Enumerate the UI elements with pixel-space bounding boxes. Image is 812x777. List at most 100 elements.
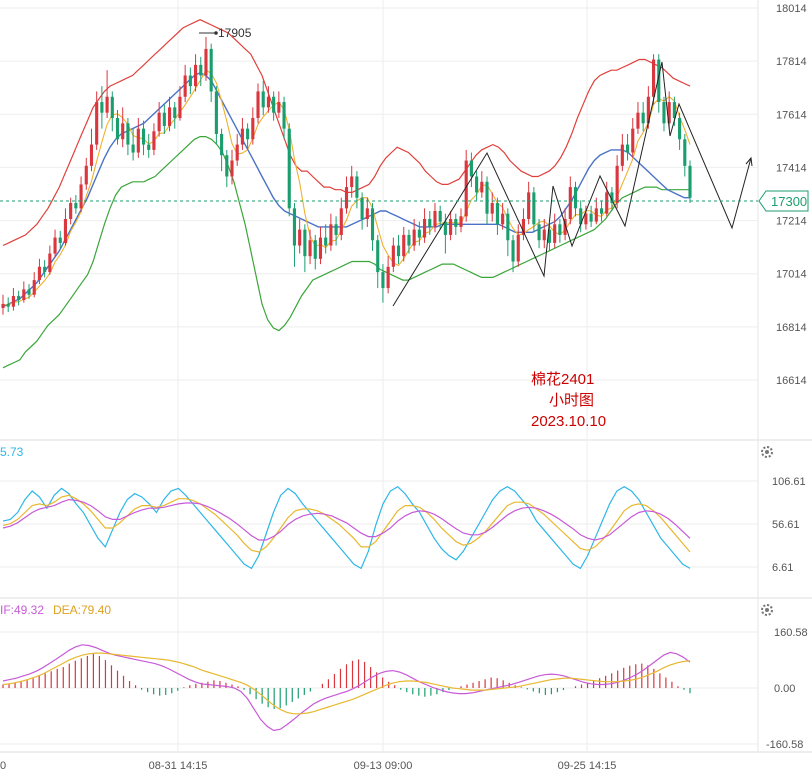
candle-body (469, 160, 473, 177)
time-tick-label: 09-25 14:15 (558, 760, 617, 772)
candle-body (188, 75, 192, 87)
kdj-panel[interactable] (2, 485, 691, 570)
candle-body (599, 208, 604, 214)
candle-body (568, 187, 572, 219)
candle-body (48, 253, 52, 273)
candle-body (105, 96, 109, 113)
candle-body (667, 102, 671, 124)
kdj-k-line (2, 485, 691, 570)
price-tick-label: 17614 (776, 109, 807, 121)
candle-body (220, 133, 224, 156)
macd-settings-gear-icon[interactable] (761, 604, 773, 616)
candle-body (360, 197, 364, 219)
candle-body (183, 75, 187, 97)
candle-body (620, 144, 624, 166)
high-marker-label: 17905 (218, 26, 252, 40)
candle-body (516, 234, 520, 262)
candle-body (443, 221, 447, 235)
candle-body (37, 266, 41, 281)
candle-body (683, 139, 687, 166)
candle-body (89, 144, 94, 166)
candle-body (376, 240, 380, 273)
price-panel[interactable] (1, 19, 753, 369)
kdj-settings-gear-icon[interactable] (761, 446, 773, 458)
candle-body (459, 216, 463, 227)
candle-body (147, 144, 151, 150)
macd-dif-line (2, 644, 691, 732)
candle-body (167, 107, 172, 126)
candle-body (287, 128, 291, 209)
candle-body (454, 218, 458, 227)
candle-body (272, 96, 276, 113)
candle-body (225, 155, 229, 177)
annotation-timeframe: 小时图 (549, 392, 594, 409)
candle-body (485, 181, 489, 214)
candle-body (214, 91, 218, 134)
candle-body (126, 123, 130, 145)
candle-body (308, 240, 312, 257)
candle-body (657, 59, 661, 103)
candle-body (292, 208, 297, 246)
candle-body (433, 211, 437, 227)
kdj-d-line (2, 494, 691, 553)
candle-body (688, 165, 692, 198)
candle-body (646, 96, 650, 124)
candle-body (480, 181, 484, 193)
candle-body (381, 272, 385, 289)
axis-layer: 18014 17814 17614 17414 17214 17014 16814 16614… (0, 3, 808, 772)
candle-body (605, 192, 609, 214)
candle-body (58, 237, 62, 243)
candle-body (266, 96, 270, 108)
candle-body (594, 208, 598, 222)
candle-body (636, 112, 640, 129)
candle-body (511, 240, 515, 262)
candle-body (553, 224, 557, 243)
candle-body (43, 266, 47, 273)
annotation-date: 2023.10.10 (531, 413, 606, 430)
candle-body (74, 203, 78, 209)
candle-body (157, 112, 161, 132)
candle-body (579, 208, 583, 225)
candle-body (162, 112, 166, 126)
candle-body (17, 296, 21, 301)
candle-body (53, 237, 57, 254)
candle-body (464, 160, 468, 217)
candle-body (121, 123, 125, 140)
macd-dea-line (2, 652, 691, 715)
candle-body (532, 192, 536, 225)
wave-arrowhead (745, 156, 753, 167)
candle-body (334, 224, 338, 235)
candle-body (131, 144, 135, 153)
candle-body (235, 144, 239, 161)
candle-body (527, 192, 531, 219)
macd-tick-label: -160.58 (766, 739, 803, 751)
candle-body (256, 91, 260, 119)
candle-body (407, 234, 411, 246)
candle-body (199, 64, 203, 76)
candle-body (547, 229, 552, 243)
candle-body (84, 165, 88, 185)
annotation-symbol: 棉花2401 (531, 371, 594, 388)
candle-body (79, 184, 83, 209)
candle-body (298, 229, 302, 246)
kdj-tick-label: 56.61 (772, 519, 800, 531)
candle-body (240, 128, 244, 145)
candle-body (303, 229, 307, 257)
time-tick-label: 09-13 09:00 (354, 760, 413, 772)
candle-body (318, 237, 323, 259)
price-tick-label: 17214 (776, 216, 807, 228)
candle-body (313, 240, 317, 259)
candle-body (386, 266, 390, 289)
macd-panel[interactable] (2, 644, 691, 732)
candle-body (11, 296, 15, 307)
price-tag-label: 17300 (771, 194, 807, 209)
time-tick-label: 0 (0, 760, 6, 772)
candle-body (678, 118, 682, 140)
candle-body (178, 96, 182, 119)
candle-body (625, 144, 630, 153)
candle-body (542, 229, 546, 241)
candle-body (136, 128, 140, 153)
time-tick-label: 08-31 14:15 (149, 760, 208, 772)
